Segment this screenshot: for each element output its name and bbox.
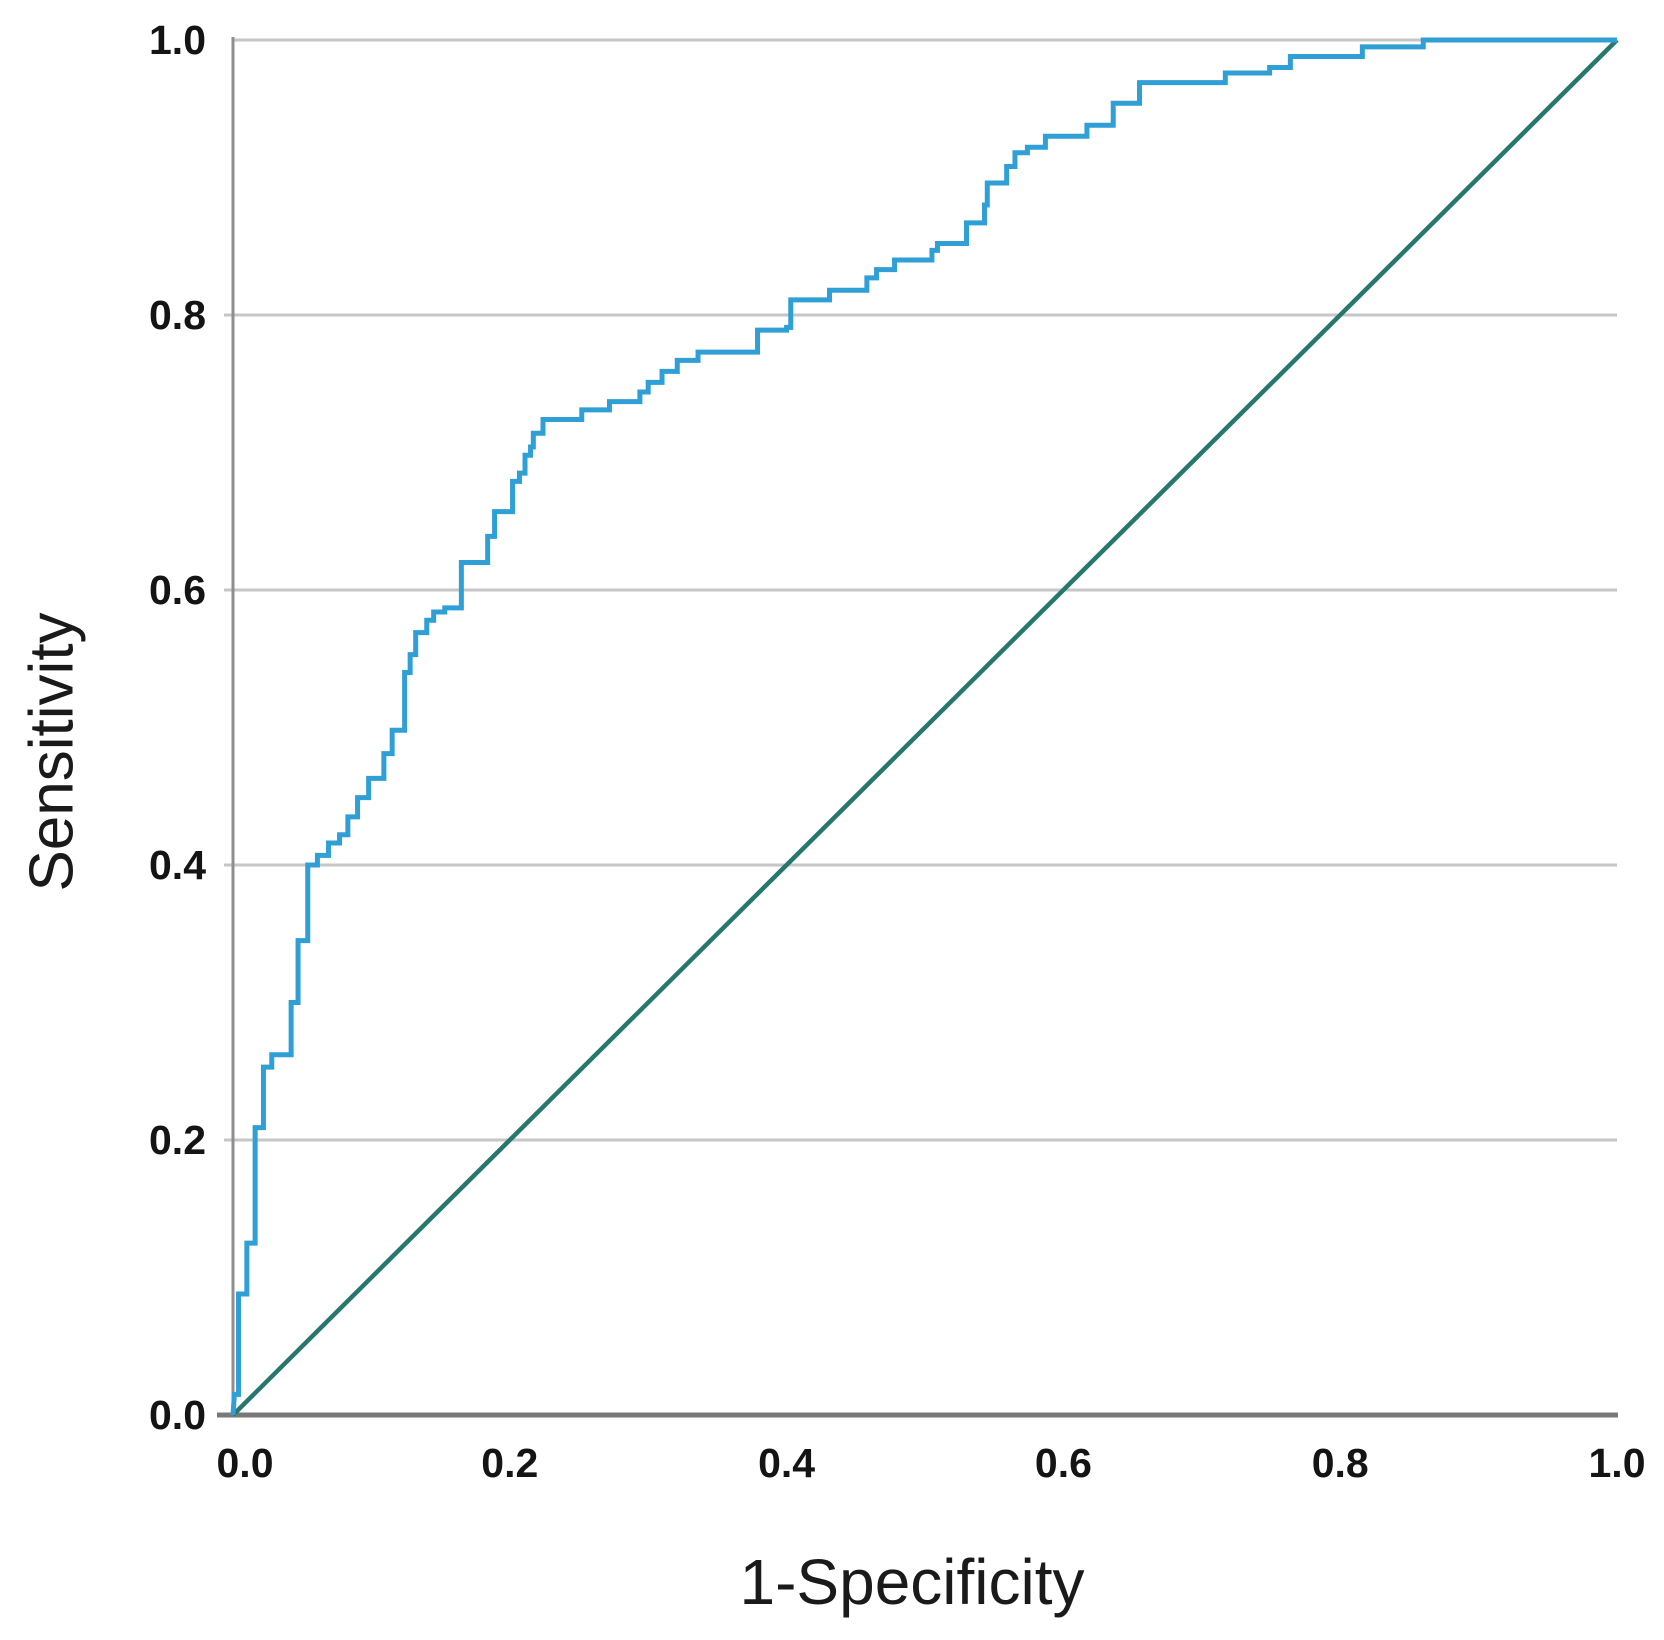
y-tick-label: 1.0 [149,17,206,63]
x-tick-label: 0.4 [758,1440,815,1486]
y-tick-label: 0.6 [149,567,206,613]
roc-curve-line [230,37,1617,1416]
x-tick-label: 0.0 [217,1440,274,1486]
x-tick-label: 0.8 [1312,1440,1369,1486]
x-axis-title: 1-Specificity [739,1546,1085,1618]
x-tick-label: 0.2 [481,1440,538,1486]
x-tick-label: 0.6 [1035,1440,1092,1486]
y-axis-title: Sensitivity [17,612,87,892]
reference-diagonal-line [231,38,1619,1417]
y-tick-label: 0.2 [149,1117,206,1163]
y-tick-label: 0.0 [149,1392,206,1438]
y-tick-label: 0.8 [149,292,206,338]
y-tick-label: 0.4 [149,842,206,888]
x-tick-label: 1.0 [1589,1440,1646,1486]
